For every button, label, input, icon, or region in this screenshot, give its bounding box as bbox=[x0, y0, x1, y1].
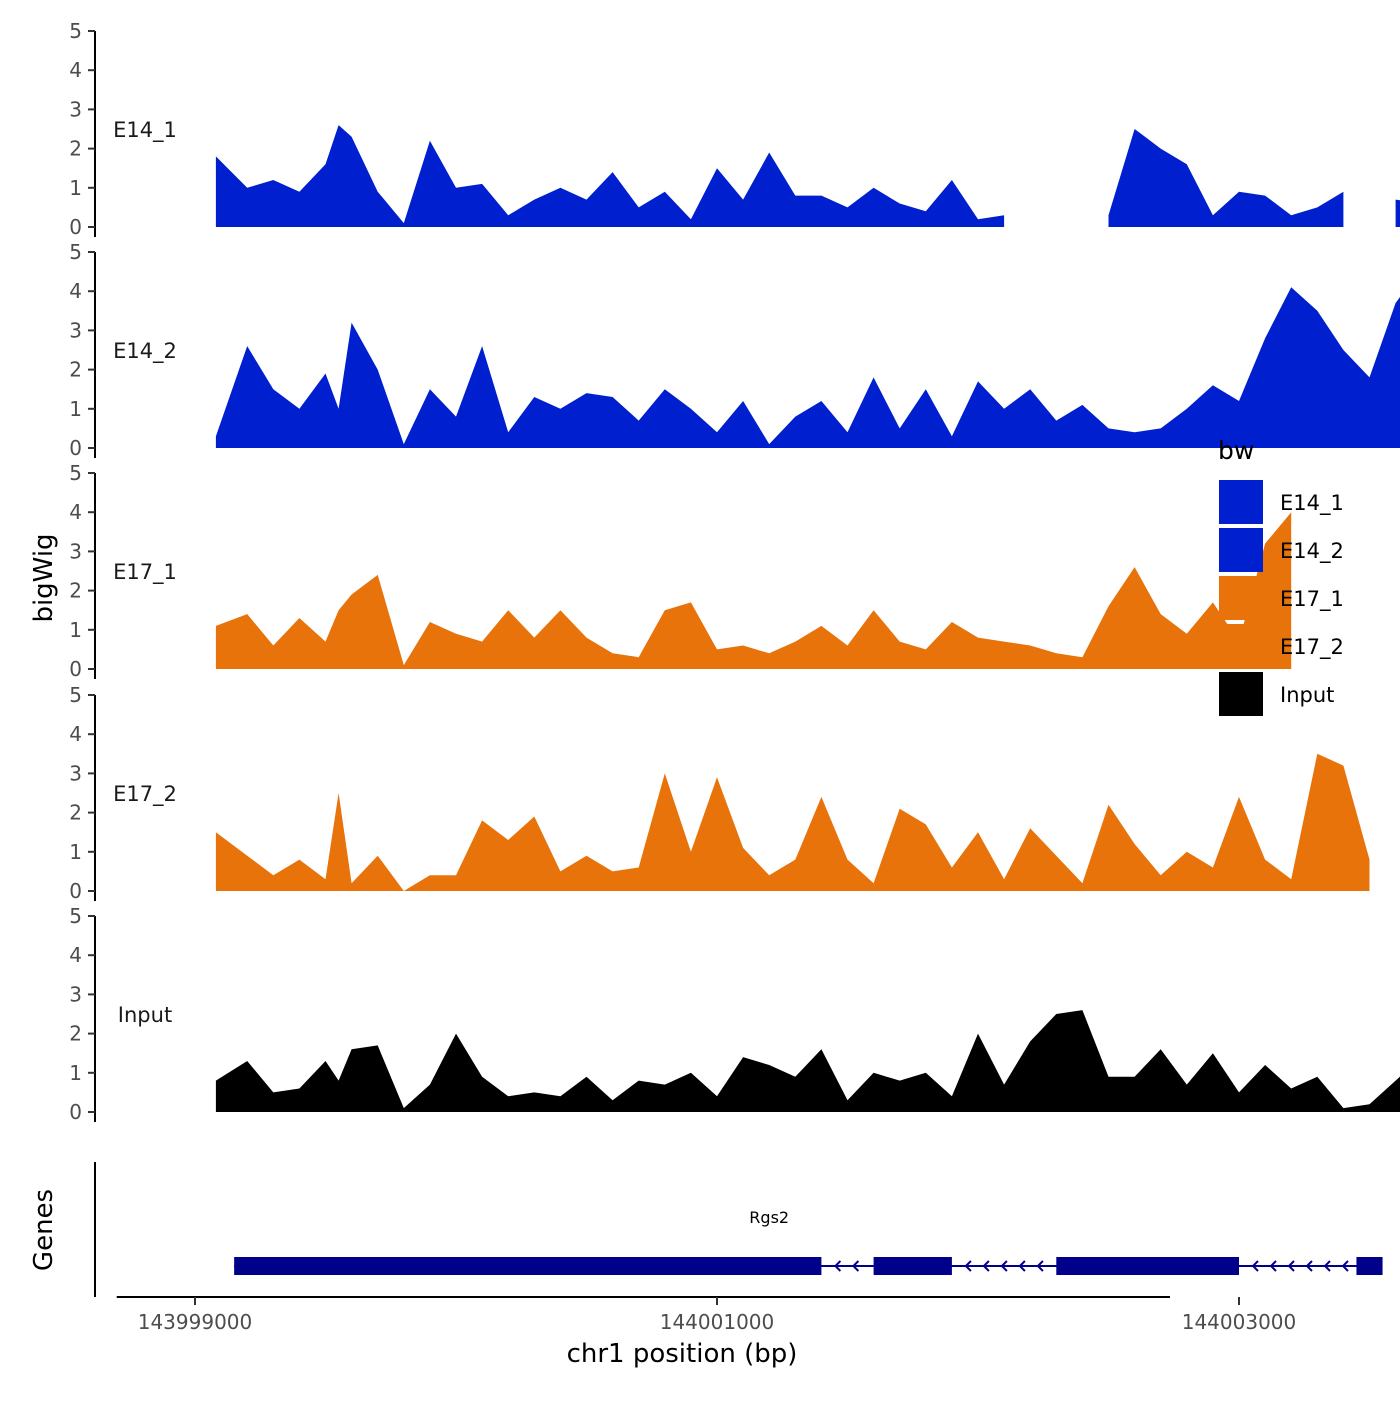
y-axis-title: bigWig bbox=[29, 533, 59, 622]
track-E14_1: 0 1 2 3 4 5 E14_1 bbox=[69, 19, 1400, 239]
strand-arrow bbox=[1018, 1260, 1026, 1272]
y-tick-label: 1 bbox=[69, 176, 82, 200]
y-tick-label: 3 bbox=[69, 982, 82, 1006]
legend-label-E17_1: E17_1 bbox=[1280, 587, 1344, 612]
track-label: E14_1 bbox=[113, 118, 177, 143]
y-tick-label: 1 bbox=[69, 397, 82, 421]
coverage-area bbox=[215, 125, 1005, 227]
y-tick-label: 3 bbox=[69, 97, 82, 121]
x-tick-label: 143999000 bbox=[138, 1310, 253, 1334]
coverage-area bbox=[215, 287, 1400, 448]
genes-track-title: Genes bbox=[29, 1189, 59, 1271]
legend-label-E17_2: E17_2 bbox=[1280, 635, 1344, 660]
legend-swatch-E17_2 bbox=[1219, 624, 1263, 668]
strand-arrow bbox=[833, 1260, 842, 1272]
y-tick-label: 3 bbox=[69, 761, 82, 785]
legend-label-Input: Input bbox=[1280, 683, 1334, 707]
x-tick-label: 144003000 bbox=[1182, 1310, 1297, 1334]
y-tick-label: 0 bbox=[69, 1100, 82, 1124]
y-tick-label: 4 bbox=[69, 722, 82, 746]
coverage-area bbox=[215, 1010, 1400, 1112]
legend-label-E14_2: E14_2 bbox=[1280, 539, 1344, 564]
strand-arrow bbox=[982, 1260, 990, 1272]
coverage-area bbox=[1108, 129, 1344, 227]
y-tick-label: 0 bbox=[69, 657, 82, 681]
y-tick-label: 5 bbox=[69, 240, 82, 264]
track-E17_1: 0 1 2 3 4 5 E17_1 bbox=[69, 461, 1292, 681]
legend-label-E14_1: E14_1 bbox=[1280, 491, 1344, 516]
legend-title: bw bbox=[1218, 436, 1254, 465]
coverage-area bbox=[1395, 199, 1400, 227]
coverage-area bbox=[215, 512, 1292, 669]
y-tick-label: 4 bbox=[69, 58, 82, 82]
legend-swatch-E14_1 bbox=[1219, 480, 1263, 524]
y-tick-label: 1 bbox=[69, 840, 82, 864]
coverage-area bbox=[215, 753, 1370, 891]
track-E17_2: 0 1 2 3 4 5 E17_2 bbox=[69, 683, 1370, 903]
legend: bw E14_1 E14_2 E17_1 E17_2 Input bbox=[1218, 436, 1344, 716]
y-tick-label: 4 bbox=[69, 500, 82, 524]
strand-arrow bbox=[964, 1260, 972, 1272]
y-tick-label: 2 bbox=[69, 1022, 82, 1046]
y-tick-label: 1 bbox=[69, 618, 82, 642]
y-tick-label: 0 bbox=[69, 215, 82, 239]
strand-arrow bbox=[1000, 1260, 1008, 1272]
gene-exon bbox=[1056, 1257, 1239, 1275]
y-tick-label: 5 bbox=[69, 904, 82, 928]
legend-swatch-E14_2 bbox=[1219, 528, 1263, 572]
strand-arrow bbox=[1323, 1260, 1331, 1272]
track-label: E14_2 bbox=[113, 339, 177, 364]
y-tick-label: 5 bbox=[69, 683, 82, 707]
gene-name-label: Rgs2 bbox=[749, 1208, 789, 1227]
y-tick-label: 0 bbox=[69, 879, 82, 903]
y-tick-label: 0 bbox=[69, 436, 82, 460]
y-tick-label: 3 bbox=[69, 539, 82, 563]
x-tick-label: 144001000 bbox=[660, 1310, 775, 1334]
x-axis: 143999000144001000144003000144005000 bbox=[116, 1296, 1297, 1334]
y-tick-label: 1 bbox=[69, 1061, 82, 1085]
track-Input: 0 1 2 3 4 5 Input bbox=[69, 904, 1400, 1124]
gene-exon bbox=[873, 1257, 952, 1275]
track-E14_2: 0 1 2 3 4 5 E14_2 bbox=[69, 240, 1400, 460]
y-tick-label: 4 bbox=[69, 943, 82, 967]
y-tick-label: 2 bbox=[69, 801, 82, 825]
legend-swatch-E17_1 bbox=[1219, 576, 1263, 620]
strand-arrow bbox=[1269, 1260, 1277, 1272]
strand-arrow bbox=[1251, 1260, 1259, 1272]
y-tick-label: 5 bbox=[69, 19, 82, 43]
y-tick-label: 2 bbox=[69, 579, 82, 603]
strand-arrow bbox=[851, 1260, 860, 1272]
track-label: E17_1 bbox=[113, 560, 177, 585]
y-tick-label: 4 bbox=[69, 279, 82, 303]
strand-arrow bbox=[1287, 1260, 1295, 1272]
strand-arrow bbox=[1341, 1260, 1349, 1272]
strand-arrow bbox=[1305, 1260, 1313, 1272]
legend-swatch-Input bbox=[1219, 672, 1263, 716]
y-tick-label: 2 bbox=[69, 358, 82, 382]
y-tick-label: 3 bbox=[69, 318, 82, 342]
track-label: E17_2 bbox=[113, 782, 177, 807]
y-tick-label: 5 bbox=[69, 461, 82, 485]
gene-exon bbox=[1356, 1257, 1383, 1275]
gene-exon bbox=[234, 1257, 822, 1275]
tracks-layer: 0 1 2 3 4 5 E14_1 0 1 2 3 4 5 E14_2 0 1 2 3 4 5 E17_1 0 1 2 3 4 5 E… bbox=[69, 19, 1400, 1124]
genes-track: Genes Rgs2 bbox=[29, 1162, 1383, 1297]
strand-arrow bbox=[1036, 1260, 1044, 1272]
y-tick-label: 2 bbox=[69, 137, 82, 161]
track-label: Input bbox=[118, 1003, 172, 1027]
x-axis-title: chr1 position (bp) bbox=[567, 1339, 798, 1369]
